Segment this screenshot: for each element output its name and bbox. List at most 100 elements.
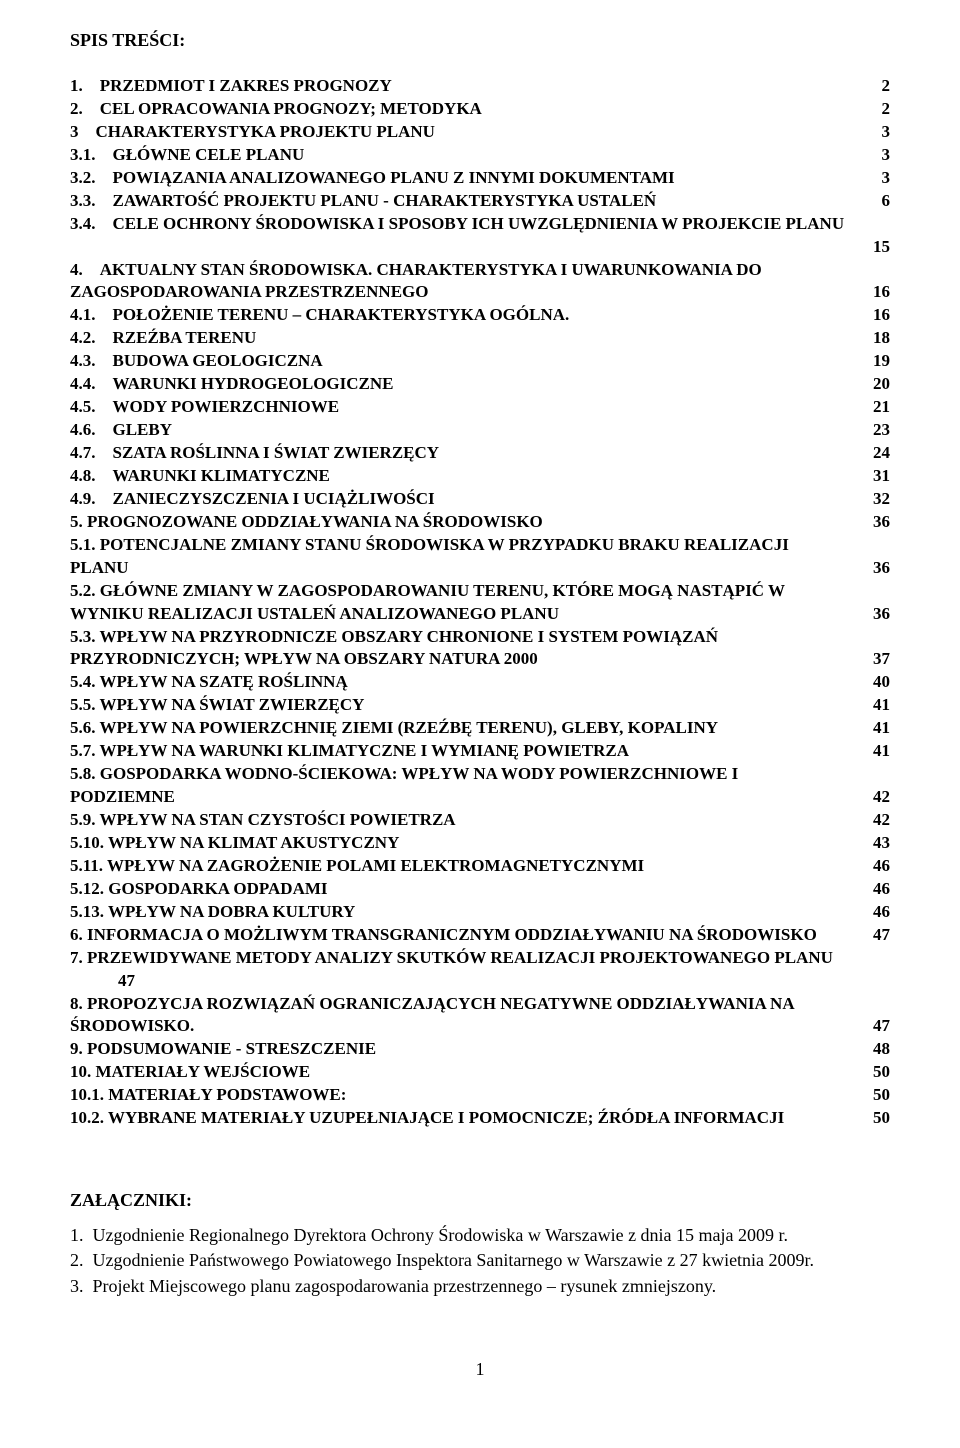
toc-entry-text: 5.5. WPŁYW NA ŚWIAT ZWIERZĘCY [70, 694, 372, 717]
toc-entry-text: 5.7. WPŁYW NA WARUNKI KLIMATYCZNE I WYMI… [70, 740, 637, 763]
toc-entry-page: 19 [866, 350, 890, 373]
toc-entry: 3.2. POWIĄZANIA ANALIZOWANEGO PLANU Z IN… [70, 167, 890, 190]
toc-entry-page: 23 [866, 419, 890, 442]
toc-entry-text: 4.6. GLEBY [70, 419, 180, 442]
toc-entry: 5.8. GOSPODARKA WODNO-ŚCIEKOWA: WPŁYW NA… [70, 763, 890, 786]
toc-entry-text: 4.1. POŁOŻENIE TERENU – CHARAKTERYSTYKA … [70, 304, 577, 327]
toc-entry-text [70, 236, 78, 259]
toc-entry: 3.4. CELE OCHRONY ŚRODOWISKA I SPOSOBY I… [70, 213, 890, 236]
toc-entry-page: 50 [866, 1061, 890, 1084]
toc-entry-page: 41 [866, 717, 890, 740]
toc-entry-text: 9. PODSUMOWANIE - STRESZCZENIE [70, 1038, 384, 1061]
toc-entry: PRZYRODNICZYCH; WPŁYW NA OBSZARY NATURA … [70, 648, 890, 671]
attachments-header: ZAŁĄCZNIKI: [70, 1190, 890, 1211]
toc-entry-text: 3.3. ZAWARTOŚĆ PROJEKTU PLANU - CHARAKTE… [70, 190, 664, 213]
toc-entry: 1. PRZEDMIOT I ZAKRES PROGNOZY 2 [70, 75, 890, 98]
toc-entry-text: 5.8. GOSPODARKA WODNO-ŚCIEKOWA: WPŁYW NA… [70, 763, 746, 786]
toc-entry: 4.3. BUDOWA GEOLOGICZNA 19 [70, 350, 890, 373]
toc-entry-text: 5.2. GŁÓWNE ZMIANY W ZAGOSPODAROWANIU TE… [70, 580, 793, 603]
toc-entry: 5.12. GOSPODARKA ODPADAMI 46 [70, 878, 890, 901]
toc-entry-page: 18 [866, 327, 890, 350]
toc-entry: 7. PRZEWIDYWANE METODY ANALIZY SKUTKÓW R… [70, 947, 890, 970]
toc-entry-text: 47 [70, 970, 143, 993]
toc-entry: 10. MATERIAŁY WEJŚCIOWE50 [70, 1061, 890, 1084]
toc-entry: 5.4. WPŁYW NA SZATĘ ROŚLINNĄ40 [70, 671, 890, 694]
toc-entry-text: 2. CEL OPRACOWANIA PROGNOZY; METODYKA [70, 98, 490, 121]
toc-entry-page: 41 [866, 740, 890, 763]
toc-entry-text: 5.12. GOSPODARKA ODPADAMI [70, 878, 336, 901]
toc-entry-page: 36 [866, 603, 890, 626]
toc-entry-page: 43 [866, 832, 890, 855]
toc-entry: 10.2. WYBRANE MATERIAŁY UZUPEŁNIAJĄCE I … [70, 1107, 890, 1130]
toc-entry-text: 4.4. WARUNKI HYDROGEOLOGICZNE [70, 373, 402, 396]
spacer [70, 1130, 890, 1190]
toc-entry-text: 10.2. WYBRANE MATERIAŁY UZUPEŁNIAJĄCE I … [70, 1107, 792, 1130]
toc-entry: 4.5. WODY POWIERZCHNIOWE21 [70, 396, 890, 419]
toc-entry-text: 3 CHARAKTERYSTYKA PROJEKTU PLANU [70, 121, 443, 144]
toc-list: 1. PRZEDMIOT I ZAKRES PROGNOZY 2 2. CEL OP… [70, 75, 890, 1130]
toc-entry: 6. INFORMACJA O MOŻLIWYM TRANSGRANICZNYM… [70, 924, 890, 947]
toc-entry-text: 4.3. BUDOWA GEOLOGICZNA [70, 350, 331, 373]
toc-entry-text: 8. PROPOZYCJA ROZWIĄZAŃ OGRANICZAJĄCYCH … [70, 993, 803, 1016]
toc-entry-text: 3.1. GŁÓWNE CELE PLANU [70, 144, 312, 167]
toc-entry-text: 5.1. POTENCJALNE ZMIANY STANU ŚRODOWISKA… [70, 534, 797, 557]
toc-entry-text: 5.9. WPŁYW NA STAN CZYSTOŚCI POWIETRZA [70, 809, 464, 832]
toc-entry-page: 40 [866, 671, 890, 694]
toc-entry-page: 46 [866, 901, 890, 924]
toc-entry-text: 4.8. WARUNKI KLIMATYCZNE [70, 465, 338, 488]
toc-entry-page: 2 [866, 75, 890, 98]
toc-entry: 5.3. WPŁYW NA PRZYRODNICZE OBSZARY CHRON… [70, 626, 890, 649]
attachment-item: 2. Uzgodnienie Państwowego Powiatowego I… [70, 1248, 890, 1273]
toc-entry-text: PODZIEMNE [70, 786, 183, 809]
toc-entry-text: 3.2. POWIĄZANIA ANALIZOWANEGO PLANU Z IN… [70, 167, 683, 190]
toc-entry-page: 20 [866, 373, 890, 396]
toc-entry-text: PRZYRODNICZYCH; WPŁYW NA OBSZARY NATURA … [70, 648, 546, 671]
toc-entry-page: 3 [866, 121, 890, 144]
toc-entry: WYNIKU REALIZACJI USTALEŃ ANALIZOWANEGO … [70, 603, 890, 626]
attachments-list: 1. Uzgodnienie Regionalnego Dyrektora Oc… [70, 1223, 890, 1299]
toc-header: SPIS TREŚCI: [70, 30, 890, 51]
toc-entry: 9. PODSUMOWANIE - STRESZCZENIE 48 [70, 1038, 890, 1061]
toc-entry: 4. AKTUALNY STAN ŚRODOWISKA. CHARAKTERYS… [70, 259, 890, 282]
toc-entry-text: 5.6. WPŁYW NA POWIERZCHNIĘ ZIEMI (RZEŹBĘ… [70, 717, 726, 740]
attachment-item: 3. Projekt Miejscowego planu zagospodaro… [70, 1274, 890, 1299]
toc-entry: 47 [70, 970, 890, 993]
toc-entry-page: 36 [866, 511, 890, 534]
toc-entry-text: 1. PRZEDMIOT I ZAKRES PROGNOZY [70, 75, 400, 98]
page-number: 1 [70, 1359, 890, 1380]
toc-entry: PODZIEMNE 42 [70, 786, 890, 809]
toc-entry: 3.1. GŁÓWNE CELE PLANU 3 [70, 144, 890, 167]
toc-entry: ŚRODOWISKO. 47 [70, 1015, 890, 1038]
toc-entry: 4.8. WARUNKI KLIMATYCZNE31 [70, 465, 890, 488]
toc-entry-page: 37 [866, 648, 890, 671]
toc-entry-text: 5.13. WPŁYW NA DOBRA KULTURY [70, 901, 363, 924]
toc-entry-page: 3 [866, 144, 890, 167]
toc-entry-page: 36 [866, 557, 890, 580]
toc-entry: 4.1. POŁOŻENIE TERENU – CHARAKTERYSTYKA … [70, 304, 890, 327]
toc-entry-page: 48 [866, 1038, 890, 1061]
toc-entry-page: 42 [866, 786, 890, 809]
toc-entry: 3 CHARAKTERYSTYKA PROJEKTU PLANU 3 [70, 121, 890, 144]
toc-entry-page: 47 [866, 1015, 890, 1038]
toc-entry-text: 6. INFORMACJA O MOŻLIWYM TRANSGRANICZNYM… [70, 924, 825, 947]
toc-entry-page: 32 [866, 488, 890, 511]
toc-entry-text: 5.3. WPŁYW NA PRZYRODNICZE OBSZARY CHRON… [70, 626, 726, 649]
toc-entry: 5.9. WPŁYW NA STAN CZYSTOŚCI POWIETRZA42 [70, 809, 890, 832]
toc-entry-text: 4.7. SZATA ROŚLINNA I ŚWIAT ZWIERZĘCY [70, 442, 447, 465]
toc-entry-page: 2 [866, 98, 890, 121]
toc-entry-page: 46 [866, 878, 890, 901]
toc-entry: 8. PROPOZYCJA ROZWIĄZAŃ OGRANICZAJĄCYCH … [70, 993, 890, 1016]
toc-entry: 5.13. WPŁYW NA DOBRA KULTURY 46 [70, 901, 890, 924]
toc-entry-text: 3.4. CELE OCHRONY ŚRODOWISKA I SPOSOBY I… [70, 213, 852, 236]
toc-entry-page: 50 [866, 1084, 890, 1107]
toc-entry-page: 16 [866, 304, 890, 327]
toc-entry-page: 47 [866, 924, 890, 947]
toc-entry-text: 5.10. WPŁYW NA KLIMAT AKUSTYCZNY [70, 832, 407, 855]
toc-entry-page: 24 [866, 442, 890, 465]
toc-entry: 4.7. SZATA ROŚLINNA I ŚWIAT ZWIERZĘCY 24 [70, 442, 890, 465]
toc-entry: 4.6. GLEBY 23 [70, 419, 890, 442]
toc-entry-text: ŚRODOWISKO. [70, 1015, 202, 1038]
toc-entry: 4.4. WARUNKI HYDROGEOLOGICZNE 20 [70, 373, 890, 396]
toc-entry: 4.2. RZEŹBA TERENU18 [70, 327, 890, 350]
toc-entry-text: 10.1. MATERIAŁY PODSTAWOWE: [70, 1084, 354, 1107]
